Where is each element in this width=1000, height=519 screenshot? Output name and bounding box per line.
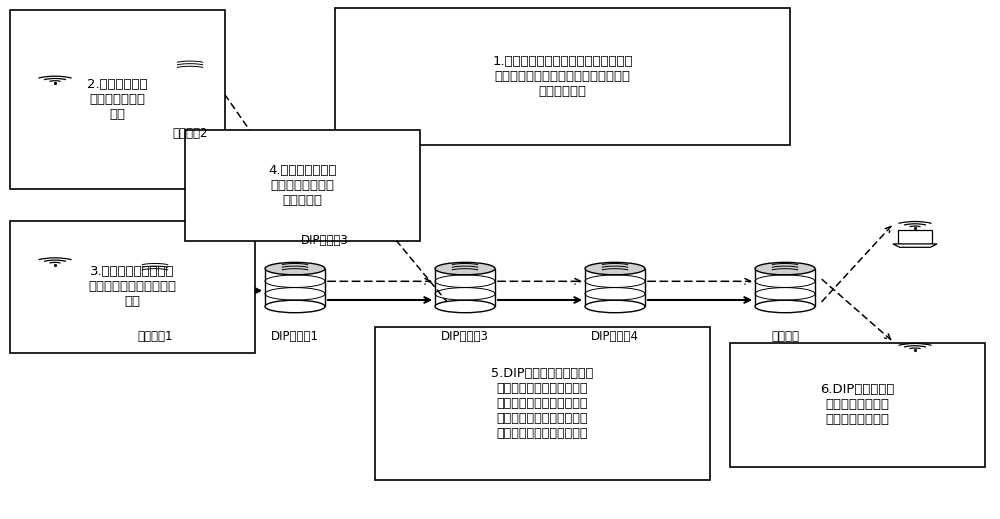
Ellipse shape <box>125 263 185 275</box>
Polygon shape <box>33 280 77 283</box>
FancyBboxPatch shape <box>185 130 420 241</box>
Polygon shape <box>160 66 220 104</box>
Polygon shape <box>893 366 937 370</box>
Ellipse shape <box>585 263 645 275</box>
Text: DIP路由器1: DIP路由器1 <box>271 330 319 343</box>
FancyBboxPatch shape <box>375 327 710 480</box>
Ellipse shape <box>295 204 355 217</box>
Text: 5.DIP路由器根据收到的上
游设备发出的信令包或某个
周期的首个报文学习标签映
射关系；后续数据包依照此
标签映射关系交换周期标签: 5.DIP路由器根据收到的上 游设备发出的信令包或某个 周期的首个报文学习标签映… <box>491 367 594 440</box>
Text: 4.数据包携带上一
跳设备周期标签向
下一跳转发: 4.数据包携带上一 跳设备周期标签向 下一跳转发 <box>268 164 337 207</box>
Polygon shape <box>265 269 325 306</box>
FancyBboxPatch shape <box>730 343 985 467</box>
Ellipse shape <box>125 300 185 312</box>
Ellipse shape <box>265 300 325 312</box>
Ellipse shape <box>585 300 645 312</box>
FancyBboxPatch shape <box>898 352 932 366</box>
FancyBboxPatch shape <box>335 8 790 145</box>
Polygon shape <box>755 269 815 306</box>
Ellipse shape <box>755 300 815 312</box>
Text: 1.所有网络设备（不含终端设备）保持
微秒级周期相对固定，确定性业务提前
完成资源预留: 1.所有网络设备（不含终端设备）保持 微秒级周期相对固定，确定性业务提前 完成资… <box>492 55 633 98</box>
Ellipse shape <box>295 166 355 179</box>
Ellipse shape <box>755 263 815 275</box>
Text: 6.DIP路由器根据
标签入门控队列，
进行周期门控调度: 6.DIP路由器根据 标签入门控队列， 进行周期门控调度 <box>820 384 895 426</box>
Polygon shape <box>435 269 495 306</box>
Text: 入口网关1: 入口网关1 <box>137 330 173 343</box>
Text: 出口网关: 出口网关 <box>771 330 799 343</box>
Text: 3.入口网关进行流晶整
形，并为数据包打上周期
标签: 3.入口网关进行流晶整 形，并为数据包打上周期 标签 <box>88 265 176 308</box>
Text: 2.用户流量需满
足特定流量模型
约束: 2.用户流量需满 足特定流量模型 约束 <box>87 78 148 121</box>
FancyBboxPatch shape <box>38 267 72 280</box>
FancyBboxPatch shape <box>898 230 932 244</box>
Polygon shape <box>295 172 355 211</box>
FancyBboxPatch shape <box>38 85 72 99</box>
Polygon shape <box>125 269 185 306</box>
Ellipse shape <box>435 263 495 275</box>
Text: DIP路由器3: DIP路由器3 <box>301 234 349 247</box>
Polygon shape <box>33 99 77 102</box>
Ellipse shape <box>435 300 495 312</box>
FancyBboxPatch shape <box>10 221 255 353</box>
Text: DIP路由器4: DIP路由器4 <box>591 330 639 343</box>
Text: 入口网关2: 入口网关2 <box>172 127 208 140</box>
Ellipse shape <box>265 263 325 275</box>
Polygon shape <box>893 244 937 247</box>
Ellipse shape <box>160 98 220 111</box>
Polygon shape <box>585 269 645 306</box>
Text: DIP路由器3: DIP路由器3 <box>441 330 489 343</box>
FancyBboxPatch shape <box>10 10 225 189</box>
Ellipse shape <box>160 60 220 73</box>
